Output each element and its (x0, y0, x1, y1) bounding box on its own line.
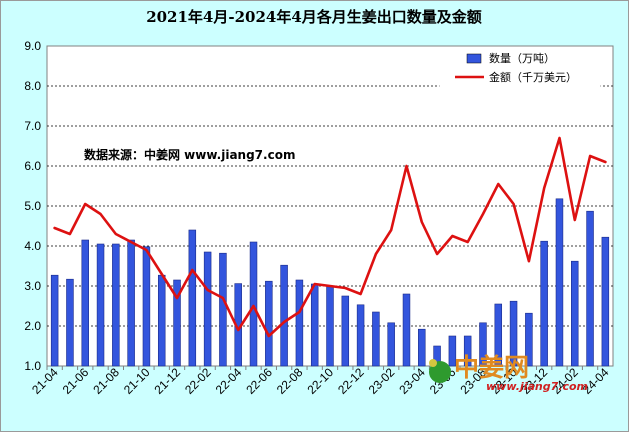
bar-23-12 (540, 240, 548, 367)
bar-22-11 (341, 295, 350, 367)
y-tick-label: 1.0 (24, 359, 41, 373)
x-tick-label: 21-10 (121, 365, 153, 397)
bar-22-10 (326, 286, 334, 367)
watermark-logo-text: 中姜网 (454, 353, 529, 382)
bar-23-02 (387, 322, 395, 367)
bar-21-12 (173, 279, 181, 367)
y-tick-label: 3.0 (24, 279, 41, 293)
x-tick-label: 21-12 (152, 365, 184, 397)
bar-22-02 (203, 251, 212, 367)
bar-22-09 (310, 283, 319, 367)
chart-title: 2021年4月-2024年4月各月生姜出口数量及金额 (146, 8, 482, 26)
bar-series (50, 198, 610, 367)
x-tick-label: 22-02 (182, 365, 214, 397)
bar-23-07 (463, 335, 472, 367)
bar-23-08 (479, 322, 487, 367)
bar-21-07 (96, 243, 105, 367)
bar-23-01 (372, 311, 380, 367)
bar-23-09 (494, 303, 503, 367)
bar-22-12 (356, 304, 365, 367)
bar-22-01 (188, 229, 197, 367)
y-tick-label: 9.0 (24, 39, 41, 53)
bar-21-09 (127, 239, 135, 367)
bar-21-11 (157, 274, 166, 367)
bar-21-05 (66, 278, 74, 367)
legend (439, 47, 601, 89)
bar-22-07 (280, 264, 288, 367)
bar-22-05 (249, 241, 258, 367)
y-axis-ticks: 1.0 2.0 3.0 4.0 5.0 6.0 7.0 8.0 9.0 (24, 39, 41, 373)
legend-bar-swatch (466, 53, 482, 64)
y-tick-label: 2.0 (24, 319, 41, 333)
bar-22-08 (295, 279, 304, 367)
x-tick-label: 22-06 (243, 365, 275, 397)
bar-24-01 (555, 198, 564, 367)
bar-21-08 (112, 243, 120, 367)
watermark-logo: 中姜网 www.jiang7.com (429, 353, 588, 393)
x-tick-label: 22-08 (274, 365, 306, 397)
bar-23-11 (525, 312, 533, 367)
x-tick-label: 23-02 (366, 365, 398, 397)
x-tick-label: 22-04 (213, 365, 245, 397)
bar-24-03 (586, 210, 594, 367)
y-tick-label: 7.0 (24, 119, 41, 133)
x-tick-label: 21-06 (60, 365, 92, 397)
y-tick-label: 4.0 (24, 239, 41, 253)
bar-24-04 (601, 236, 610, 367)
amount-line (53, 136, 607, 338)
bar-22-06 (265, 280, 273, 367)
bar-23-10 (509, 300, 518, 367)
bar-22-03 (219, 252, 227, 367)
bar-23-06 (448, 335, 457, 367)
bar-24-02 (571, 260, 579, 367)
x-tick-label: 22-10 (305, 365, 337, 397)
bar-23-04 (418, 328, 426, 367)
bar-23-03 (402, 293, 411, 367)
bar-21-10 (142, 246, 151, 367)
bar-21-04 (50, 274, 59, 367)
y-tick-label: 8.0 (24, 79, 41, 93)
source-annotation: 数据来源：中姜网 www.jiang7.com (84, 147, 295, 162)
x-tick-label: 23-04 (396, 365, 428, 397)
bar-21-06 (81, 239, 89, 367)
x-tick-label: 21-08 (90, 365, 122, 397)
legend-label-quantity: 数量（万吨） (489, 52, 555, 65)
y-tick-label: 5.0 (24, 199, 41, 213)
x-tick-label: 22-12 (335, 365, 367, 397)
y-tick-label: 6.0 (24, 159, 41, 173)
watermark-url: www.jiang7.com (486, 380, 588, 393)
legend-label-amount: 金额（千万美元） (489, 70, 577, 84)
